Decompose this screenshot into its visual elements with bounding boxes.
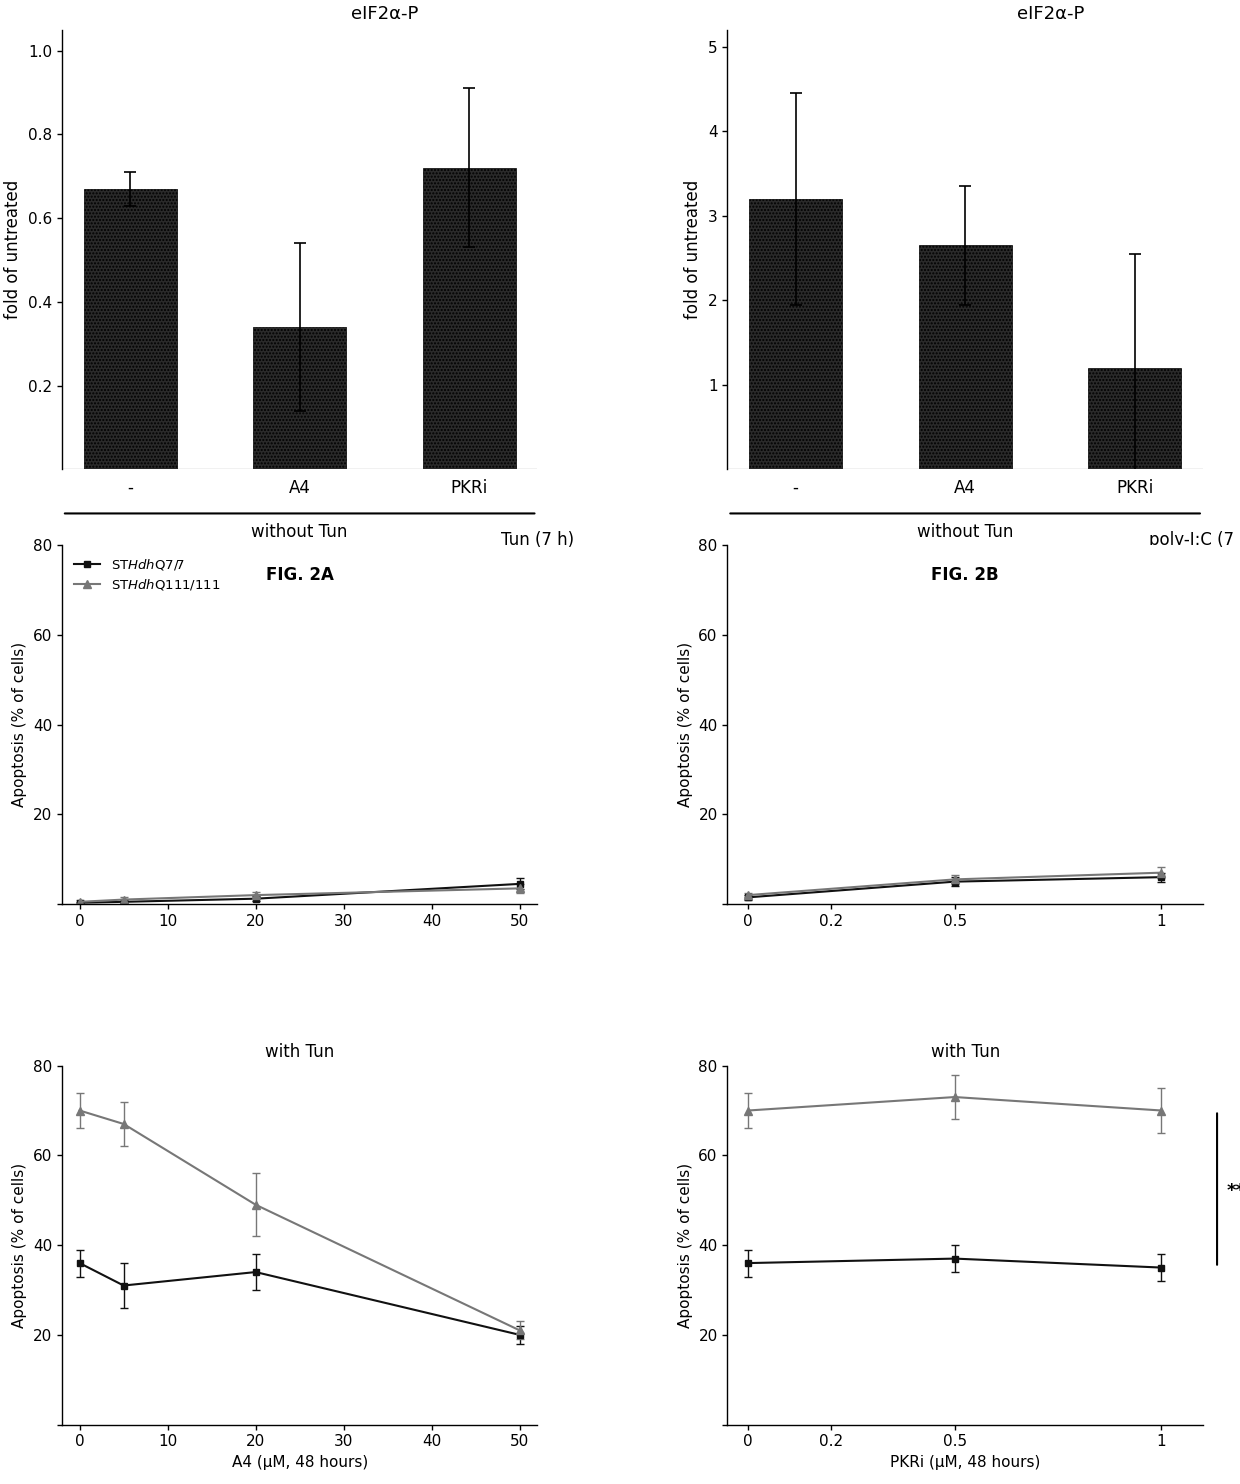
Y-axis label: Apoptosis (% of cells): Apoptosis (% of cells) <box>678 1162 693 1328</box>
Title: without Tun: without Tun <box>916 522 1013 540</box>
Bar <box>919 245 1012 469</box>
Y-axis label: fold of untreated: fold of untreated <box>684 180 702 319</box>
X-axis label: PKRi (μM, 48 hours): PKRi (μM, 48 hours) <box>890 1454 1040 1471</box>
Bar <box>749 199 842 469</box>
Y-axis label: Apoptosis (% of cells): Apoptosis (% of cells) <box>12 643 27 807</box>
Legend: ST$\it{Hdh}$Q7/7, ST$\it{Hdh}$Q111/111: ST$\it{Hdh}$Q7/7, ST$\it{Hdh}$Q111/111 <box>68 552 226 598</box>
Y-axis label: Apoptosis (% of cells): Apoptosis (% of cells) <box>678 643 693 807</box>
Text: eIF2α-P: eIF2α-P <box>1017 4 1084 22</box>
Text: Tun (7 h): Tun (7 h) <box>501 531 574 549</box>
Title: with Tun: with Tun <box>930 1043 999 1061</box>
Bar <box>423 168 516 469</box>
Bar <box>1087 368 1182 469</box>
Y-axis label: Apoptosis (% of cells): Apoptosis (% of cells) <box>12 1162 27 1328</box>
Y-axis label: fold of untreated: fold of untreated <box>5 180 22 319</box>
Title: without Tun: without Tun <box>252 522 348 540</box>
Text: poly-I:C (7 h): poly-I:C (7 h) <box>1149 531 1240 549</box>
Text: ***: *** <box>1226 1183 1240 1201</box>
Text: FIG. 2B: FIG. 2B <box>931 567 999 585</box>
Text: eIF2α-P: eIF2α-P <box>351 4 418 22</box>
Text: FIG. 2A: FIG. 2A <box>265 567 334 585</box>
Title: with Tun: with Tun <box>265 1043 335 1061</box>
X-axis label: A4 (μM, 48 hours): A4 (μM, 48 hours) <box>232 1454 368 1471</box>
Bar <box>83 188 177 469</box>
Bar <box>253 326 346 469</box>
